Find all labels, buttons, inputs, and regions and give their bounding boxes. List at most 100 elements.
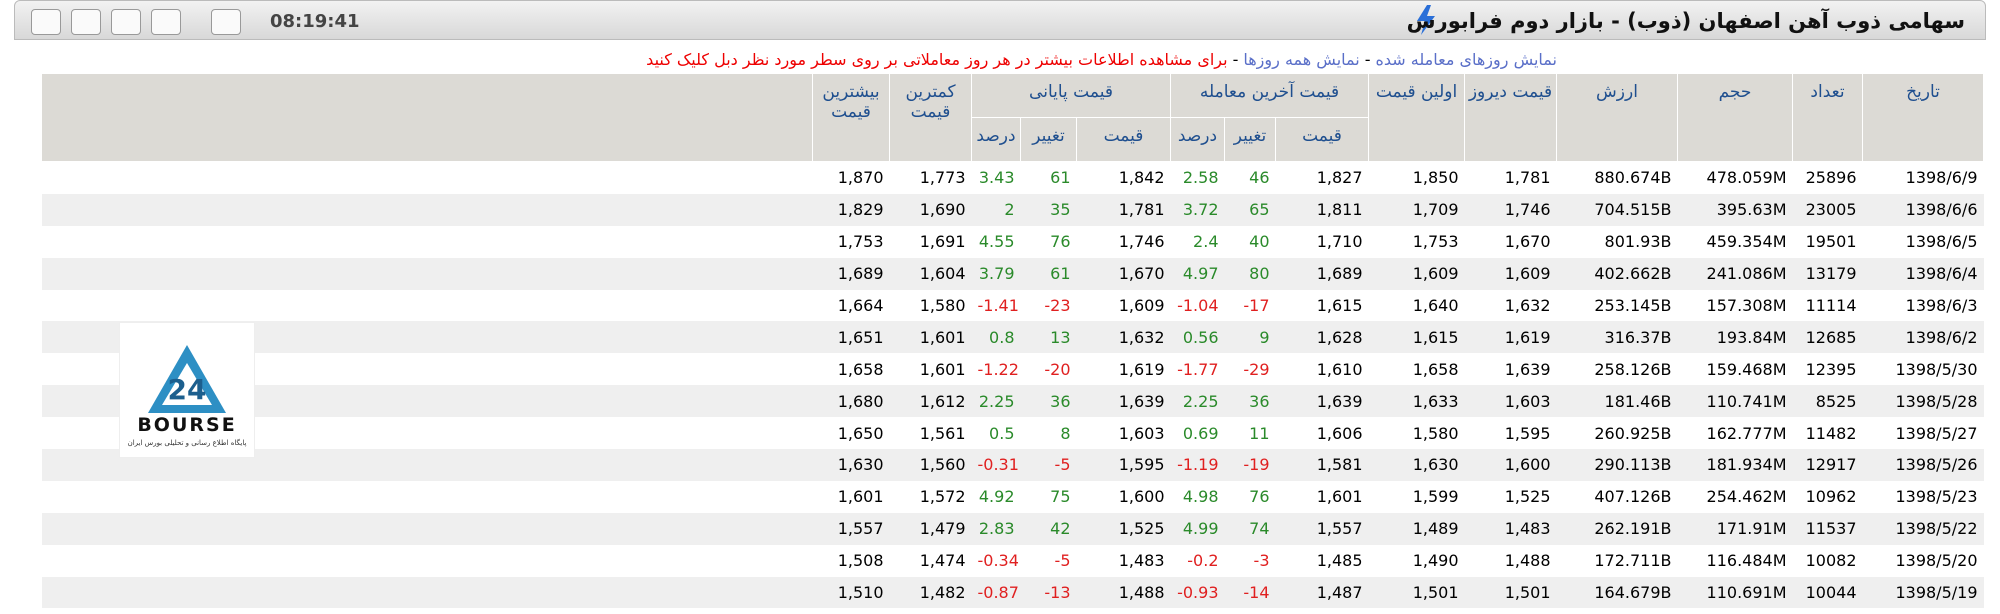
cell: 171.91M [1716,519,1787,539]
table-row[interactable]: 1398/5/28 8525 110.741M 181.46B 1,603 1,633 1,… [41,385,1984,418]
cell: 1,781 [1118,200,1165,220]
cell: 181.934M [1706,455,1787,475]
cell: 40 [1249,232,1270,252]
cell: -0.34 [977,551,1019,571]
cell: 1,670 [1118,264,1165,284]
cell: 11537 [1805,519,1857,539]
cell: 1,599 [1412,487,1459,507]
table-row[interactable]: 1398/6/3 11114 157.308M 253.145B 1,632 1,640 1… [42,290,1984,322]
cell: 61 [1050,168,1071,188]
logo: 24 BOURSE پایگاه اطلاع رسانی و تحلیلی بو… [119,322,255,458]
table-row[interactable]: 1398/5/30 12395 159.468M 258.126B 1,639 1,658… [42,353,1984,385]
cell: 0.5 [989,423,1015,443]
list-button[interactable] [211,9,241,35]
cell: 0.8 [989,327,1015,347]
header: درصد [971,117,1021,162]
logo-number: 24 [168,373,207,406]
table-row[interactable]: 1398/5/23 10962 254.462M 407.126B 1,525 1,599… [42,481,1984,513]
table-row[interactable]: 1398/6/5 19501 459.354M 801.93B 1,670 1,753 1,… [42,226,1984,258]
table-row[interactable]: 1398/6/4 13179 241.086M 402.662B 1,609 1,609 1… [41,257,1984,290]
cell: 1,827 [1316,168,1363,188]
cell: -19 [1243,455,1270,475]
cell: 1,600 [1118,487,1165,507]
cell: 1,489 [1412,519,1459,539]
cell: 1,595 [1118,455,1165,475]
cell: 19501 [1805,232,1857,252]
cell: 10044 [1805,583,1857,603]
table-row[interactable]: 1398/5/27 11482 162.777M 260.925B 1,595 1,580… [42,417,1984,449]
cell: 1,829 [837,200,884,220]
cell: 478.059M [1706,168,1787,188]
clock: 08:19:41 [270,11,360,32]
bolt-icon [1417,5,1435,35]
cell: 193.84M [1716,327,1787,347]
export-button[interactable] [111,9,141,35]
cell: 1,753 [837,232,884,252]
add-button[interactable] [31,9,61,35]
cell: 1,581 [1316,455,1363,475]
cell: 1,474 [919,551,966,571]
cell: 2 [1004,200,1015,220]
cell: 1398/6/4 [1905,264,1978,284]
cell: 1,609 [1118,296,1165,315]
traded-days-link[interactable]: نمایش روزهای معامله شده [1375,50,1558,69]
table-row[interactable]: 1398/5/26 12917 181.934M 290.113B 1,600 1,630… [41,449,1984,481]
header: تعداد [1792,73,1863,162]
cell: 3.43 [978,168,1015,188]
cell: 1,746 [1504,200,1551,220]
table-row[interactable]: 1398/6/2 12685 193.84M 316.37B 1,619 1,615 1,6… [41,321,1984,354]
cell: 23005 [1805,200,1857,220]
all-days-link[interactable]: نمایش همه روزها [1243,50,1360,69]
cell: 36 [1050,391,1071,411]
cell: 1,632 [1118,327,1165,347]
empty-cell [42,258,813,290]
cell: 46 [1249,168,1270,188]
cell: 1,612 [919,391,966,411]
cell: -5 [1054,551,1071,571]
cell: 1398/6/5 [1905,232,1978,252]
cell: 1,525 [1504,487,1551,507]
cell: 1,488 [1504,551,1551,571]
cell: 1,479 [919,519,966,539]
cell: -13 [1044,583,1071,603]
cell: 260.925B [1594,423,1672,443]
doc-button[interactable] [71,9,101,35]
cell: -0.31 [977,455,1019,475]
cell: 1,483 [1504,519,1551,539]
table-row[interactable]: 1398/5/20 10082 116.484M 172.711B 1,488 1,490… [42,545,1984,577]
cell: 10962 [1805,487,1857,507]
cell: 42 [1050,519,1071,539]
cell: 13179 [1805,264,1857,284]
logo-tagline: پایگاه اطلاع رسانی و تحلیلی بورس ایران [128,438,247,447]
table-row[interactable]: 1398/6/6 23005 395.63M 704.515B 1,746 1,709 1,… [41,193,1984,226]
cell: 241.086M [1706,264,1787,284]
header: اولین قیمت [1368,73,1465,162]
cell: 1,580 [1412,423,1459,443]
cell: 76 [1249,487,1270,507]
cell: 1,633 [1412,391,1459,411]
separator: - [1364,50,1371,69]
cell: 0.69 [1182,423,1219,443]
table-row[interactable]: 1398/6/9 25896 478.059M 880.674B 1,781 1,850 1… [42,162,1984,194]
cell: 110.741M [1706,391,1787,411]
header: کمترین قیمت [889,73,972,162]
cell: 3.72 [1182,200,1219,220]
cell: -17 [1243,296,1270,315]
table-row[interactable]: 1398/5/22 11537 171.91M 262.191B 1,483 1,489 1… [41,512,1984,545]
tools-button[interactable] [151,9,181,35]
cell: 1,609 [1504,264,1551,284]
cell: 1,483 [1118,551,1165,571]
cell: 2.4 [1193,232,1219,252]
cell: 801.93B [1604,232,1672,252]
table-row[interactable]: 1398/5/19 10044 110.691M 164.679B 1,501 1,501… [41,576,1984,609]
cell: 65 [1249,200,1270,220]
cell: 1398/5/19 [1895,583,1978,603]
cell: -14 [1243,583,1270,603]
cell: 8525 [1815,391,1857,411]
cell: 61 [1050,264,1071,284]
cell: 36 [1249,391,1270,411]
cell: 1,487 [1316,583,1363,603]
cell: 1,690 [919,200,966,220]
title-bar: 08:19:41 سهامی ذوب آهن اصفهان (ذوب) - با… [14,0,1986,40]
